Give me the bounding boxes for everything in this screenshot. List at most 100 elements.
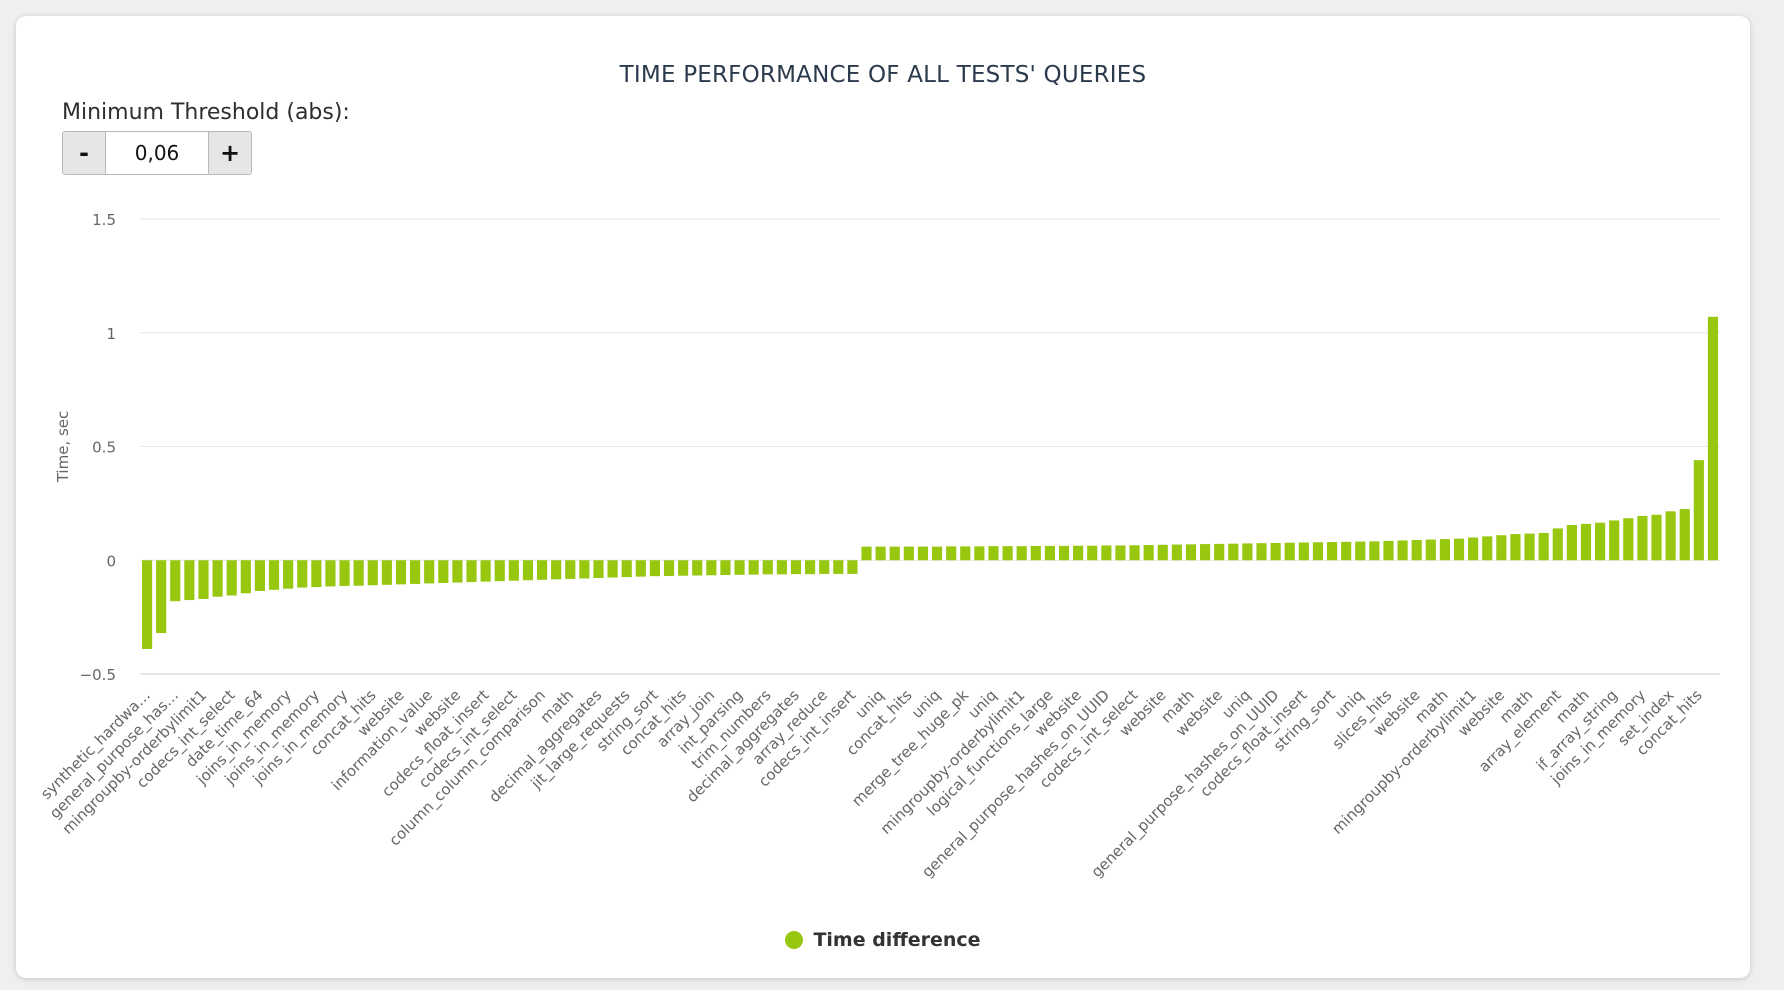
bar	[1609, 520, 1620, 561]
bar	[1552, 528, 1563, 561]
bar	[367, 560, 378, 586]
bar	[593, 560, 604, 578]
bar	[283, 560, 294, 589]
bar	[861, 546, 872, 561]
bar	[325, 560, 336, 587]
bar	[1468, 537, 1479, 561]
bar	[1044, 545, 1055, 561]
bar	[1185, 544, 1197, 561]
bar	[268, 560, 280, 590]
bar	[381, 560, 392, 585]
bar	[1214, 543, 1225, 561]
bar	[607, 560, 618, 578]
bar	[917, 546, 929, 561]
threshold-label: Minimum Threshold (abs):	[62, 100, 350, 125]
chart-title: TIME PERFORMANCE OF ALL TESTS' QUERIES	[619, 62, 1147, 88]
bar	[1143, 545, 1154, 561]
bar	[1242, 543, 1253, 561]
bar	[1510, 534, 1521, 561]
bar	[1496, 535, 1507, 561]
bar	[1284, 542, 1295, 561]
bar	[156, 560, 167, 634]
bar	[1115, 545, 1126, 561]
bar	[1369, 541, 1380, 561]
y-tick-label: −0.5	[80, 666, 116, 684]
bar	[875, 546, 886, 561]
bar	[254, 560, 265, 591]
bar	[1016, 546, 1027, 561]
bar	[819, 560, 830, 574]
bar	[692, 560, 703, 576]
bar	[353, 560, 364, 586]
decrement-button[interactable]: -	[63, 132, 106, 174]
bar	[988, 546, 999, 561]
bar	[720, 560, 731, 576]
bar	[1341, 541, 1352, 561]
bar	[480, 560, 491, 582]
bar	[1129, 545, 1140, 561]
increment-button[interactable]: +	[208, 132, 251, 174]
bar	[1058, 545, 1070, 561]
bar	[1030, 545, 1041, 561]
bar	[1566, 524, 1577, 561]
bar	[889, 546, 900, 561]
bar	[946, 546, 957, 561]
bar	[1595, 522, 1606, 561]
y-tick-label: 0	[106, 552, 116, 570]
bar	[1256, 543, 1267, 561]
bar	[1453, 538, 1465, 561]
bar	[1665, 511, 1676, 561]
bar	[1228, 543, 1239, 561]
bar	[903, 546, 914, 561]
bar	[847, 560, 858, 574]
x-tick-label: synthetic_hardwa…	[37, 686, 155, 804]
bar	[1200, 544, 1211, 561]
bar	[1623, 518, 1634, 561]
bar	[565, 560, 576, 579]
legend-item-time-difference[interactable]: Time difference	[16, 929, 1750, 951]
bar	[1355, 541, 1366, 561]
bar	[960, 546, 971, 561]
bar	[1087, 545, 1098, 561]
bar	[1482, 536, 1493, 561]
bar	[1101, 545, 1112, 561]
y-tick-label: 0.5	[92, 439, 116, 457]
bar	[1707, 316, 1719, 561]
bar	[748, 560, 759, 575]
bar	[1637, 515, 1648, 561]
bar	[1383, 540, 1394, 561]
bar	[1693, 460, 1704, 561]
bar	[931, 546, 943, 561]
bar	[762, 560, 773, 575]
bar	[974, 546, 985, 561]
bar	[833, 560, 844, 574]
bar	[663, 560, 675, 576]
bar	[1157, 544, 1168, 561]
bar	[579, 560, 590, 579]
bar	[678, 560, 689, 576]
bar	[1425, 539, 1436, 561]
y-tick-label: 1	[106, 325, 116, 343]
bar	[706, 560, 717, 576]
bar	[424, 560, 435, 584]
bar	[1439, 539, 1450, 561]
bar	[790, 560, 802, 575]
legend-label: Time difference	[813, 929, 981, 951]
bar	[494, 560, 505, 582]
y-axis-title: Time, sec	[54, 411, 72, 484]
chart-card: TIME PERFORMANCE OF ALL TESTS' QUERIES M…	[16, 16, 1750, 978]
bar	[1651, 514, 1662, 561]
threshold-input[interactable]	[106, 132, 208, 174]
bar	[240, 560, 251, 594]
bar	[1411, 540, 1422, 561]
y-tick-label: 1.5	[92, 211, 116, 229]
bar	[1171, 544, 1182, 561]
threshold-stepper[interactable]: - +	[62, 131, 252, 175]
bar	[522, 560, 534, 581]
bar	[734, 560, 745, 575]
bar	[466, 560, 477, 583]
bar	[1002, 546, 1013, 561]
bar	[438, 560, 449, 583]
bar	[1538, 532, 1549, 561]
